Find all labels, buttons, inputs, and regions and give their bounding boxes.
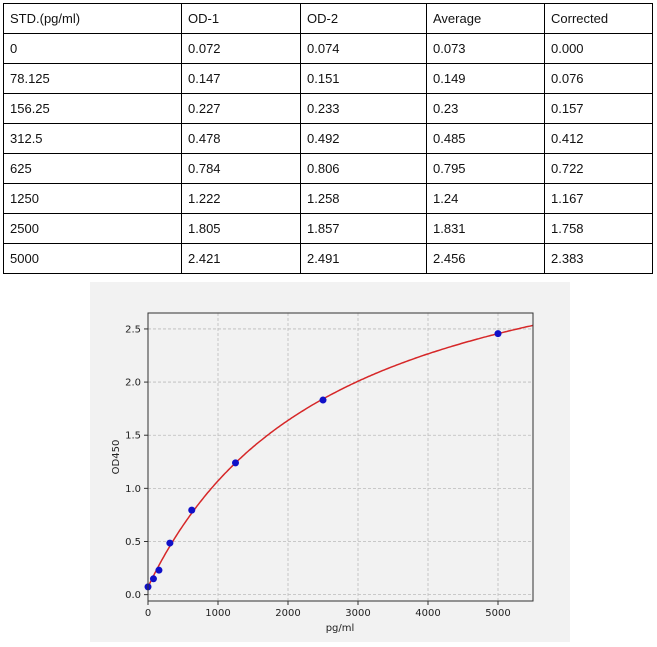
table-cell: 0.073 <box>426 33 545 64</box>
table-cell: Corrected <box>544 3 653 34</box>
table-cell: 0.784 <box>181 153 301 184</box>
table-cell: 1.758 <box>544 213 653 244</box>
plot-frame <box>147 312 534 602</box>
table-cell: 0.147 <box>181 63 301 94</box>
table-cell: 1250 <box>3 183 182 214</box>
table-cell: 1.222 <box>181 183 301 214</box>
table-cell: 0.233 <box>300 93 427 124</box>
table-row: 312.5 0.478 0.492 0.485 0.412 <box>3 123 653 154</box>
table-cell: 0.149 <box>426 63 545 94</box>
x-tick-label: 4000 <box>415 608 440 619</box>
table-cell: 1.167 <box>544 183 653 214</box>
table-cell: 0.000 <box>544 33 653 64</box>
table-header-row: STD.(pg/ml) OD-1 OD-2 Average Corrected <box>3 3 653 34</box>
table-cell: 0.478 <box>181 123 301 154</box>
table-cell: 1.805 <box>181 213 301 244</box>
y-axis-label: OD450 <box>111 440 122 475</box>
x-tick-label: 1000 <box>205 608 230 619</box>
table-cell: 0.795 <box>426 153 545 184</box>
data-point <box>232 459 239 467</box>
table-cell: 0.492 <box>300 123 427 154</box>
table-cell: 1.24 <box>426 183 545 214</box>
table-cell: 0.806 <box>300 153 427 184</box>
table-cell: 0 <box>3 33 182 64</box>
table-cell: 312.5 <box>3 123 182 154</box>
x-axis-label: pg/ml <box>326 623 355 634</box>
table-row: 0 0.072 0.074 0.073 0.000 <box>3 33 653 64</box>
x-tick-label: 3000 <box>345 608 370 619</box>
table-cell: 2.421 <box>181 243 301 274</box>
data-point <box>166 539 174 547</box>
data-point <box>188 506 196 514</box>
table-cell: 0.722 <box>544 153 653 184</box>
y-tick-label: 2.5 <box>125 324 141 335</box>
x-tick-label: 2000 <box>275 608 300 619</box>
standard-curve-chart: 0 1000 2000 3000 4000 5000 0.0 0.5 1.0 1.5 2.0 2.5 … <box>90 282 570 642</box>
table-cell: 1.258 <box>300 183 427 214</box>
table-row: 78.125 0.147 0.151 0.149 0.076 <box>3 63 653 94</box>
table-row: 5000 2.421 2.491 2.456 2.383 <box>3 243 653 274</box>
table-cell: 5000 <box>3 243 182 274</box>
table-cell: 1.831 <box>426 213 545 244</box>
table-cell: 0.227 <box>181 93 301 124</box>
data-point <box>494 330 502 338</box>
x-tick-label: 0 <box>145 608 151 619</box>
table-cell: 0.076 <box>544 63 653 94</box>
data-points <box>144 330 502 591</box>
table-cell: 1.857 <box>300 213 427 244</box>
table-cell: 0.412 <box>544 123 653 154</box>
table-cell: 156.25 <box>3 93 182 124</box>
fit-curve <box>147 324 534 588</box>
table-cell: STD.(pg/ml) <box>3 3 182 34</box>
table-cell: 2.456 <box>426 243 545 274</box>
ticks: 0 1000 2000 3000 4000 5000 0.0 0.5 1.0 1.5 2.0 2.5 <box>125 324 511 619</box>
table-cell: 0.485 <box>426 123 545 154</box>
table-cell: 78.125 <box>3 63 182 94</box>
table-cell: 0.074 <box>300 33 427 64</box>
data-point <box>149 575 157 583</box>
table-cell: 0.072 <box>181 33 301 64</box>
grid <box>147 313 533 601</box>
table-cell: 0.157 <box>544 93 653 124</box>
y-tick-label: 0.0 <box>125 590 141 601</box>
table-cell: 0.151 <box>300 63 427 94</box>
table-cell: 2.491 <box>300 243 427 274</box>
y-tick-label: 2.0 <box>125 378 141 389</box>
y-tick-label: 1.5 <box>125 431 141 442</box>
table-row: 2500 1.805 1.857 1.831 1.758 <box>3 213 653 244</box>
y-tick-label: 0.5 <box>125 537 141 548</box>
table-cell: 625 <box>3 153 182 184</box>
table-cell: Average <box>426 3 545 34</box>
table-cell: 2500 <box>3 213 182 244</box>
table-row: 156.25 0.227 0.233 0.23 0.157 <box>3 93 653 124</box>
x-tick-label: 5000 <box>485 608 510 619</box>
table-cell: OD-1 <box>181 3 301 34</box>
chart-svg: 0 1000 2000 3000 4000 50000.00.51.01.52.02.5 … <box>111 312 534 634</box>
table-cell: 2.383 <box>544 243 653 274</box>
table-cell: 0.23 <box>426 93 545 124</box>
data-point <box>155 566 163 574</box>
table-row: 625 0.784 0.806 0.795 0.722 <box>3 153 653 184</box>
data-point <box>319 396 327 404</box>
standards-table: STD.(pg/ml) OD-1 OD-2 Average Corrected 0 0.07… <box>3 3 653 274</box>
table-row: 1250 1.222 1.258 1.24 1.167 <box>3 183 653 214</box>
y-tick-label: 1.0 <box>125 484 141 495</box>
table-cell: OD-2 <box>300 3 427 34</box>
